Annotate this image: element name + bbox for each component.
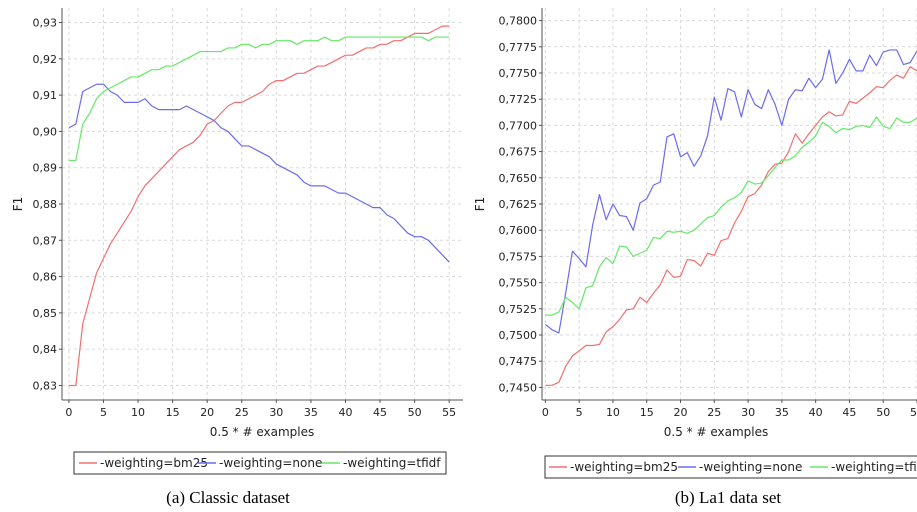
x-tick-label: 50 bbox=[876, 406, 890, 419]
x-tick-label: 35 bbox=[304, 406, 318, 419]
y-tick-label: 0,7725 bbox=[499, 93, 538, 106]
y-tick-label: 0,88 bbox=[33, 198, 58, 211]
y-tick-label: 0,84 bbox=[33, 343, 58, 356]
legend-label: -weighting=none bbox=[219, 456, 322, 470]
x-tick-label: 55 bbox=[910, 406, 917, 419]
y-tick-label: 0,7550 bbox=[499, 277, 538, 290]
series-line-weighting-tfidf bbox=[68, 36, 450, 162]
x-tick-label: 25 bbox=[235, 406, 249, 419]
y-tick-label: 0,7475 bbox=[499, 355, 538, 368]
x-axis-label: 0.5 * # examples bbox=[664, 425, 768, 439]
y-tick-label: 0,90 bbox=[33, 125, 58, 138]
y-tick-label: 0,7450 bbox=[499, 381, 538, 394]
legend-label: -weighting=tfidf bbox=[343, 456, 441, 470]
legend-label: -weighting=bm25 bbox=[570, 460, 678, 474]
x-tick-label: 30 bbox=[741, 406, 755, 419]
y-tick-label: 0,7800 bbox=[499, 15, 538, 28]
y-tick-label: 0,7525 bbox=[499, 303, 538, 316]
y-axis-label: F1 bbox=[473, 197, 487, 212]
x-tick-label: 10 bbox=[606, 406, 620, 419]
y-tick-label: 0,7775 bbox=[499, 41, 538, 54]
y-tick-label: 0,91 bbox=[33, 89, 58, 102]
y-tick-label: 0,7500 bbox=[499, 329, 538, 342]
legend-box bbox=[544, 455, 917, 479]
series-line-weighting-none bbox=[545, 49, 917, 334]
x-tick-label: 0 bbox=[65, 406, 72, 419]
y-tick-label: 0,89 bbox=[33, 162, 58, 175]
legend: -weighting=bm25 -weighting=none -weighting… bbox=[544, 455, 917, 479]
x-tick-label: 40 bbox=[338, 406, 352, 419]
legend-label: -weighting=bm25 bbox=[100, 456, 208, 470]
chart-panel-classic: 0,83 0,84 0,85 0,86 0,87 0,88 0,89 0,90 0,91 0,92… bbox=[11, 8, 463, 507]
y-tick-label: 0,7700 bbox=[499, 119, 538, 132]
y-tick-label: 0,83 bbox=[33, 379, 58, 392]
x-tick-label: 45 bbox=[373, 406, 387, 419]
y-tick-label: 0,87 bbox=[33, 234, 58, 247]
x-axis-label: 0.5 * # examples bbox=[210, 425, 314, 439]
y-tick-label: 0,92 bbox=[33, 53, 58, 66]
x-tick-label: 20 bbox=[674, 406, 688, 419]
x-tick-label: 20 bbox=[200, 406, 214, 419]
x-tick-label: 15 bbox=[166, 406, 180, 419]
y-tick-label: 0,7675 bbox=[499, 146, 538, 159]
y-tick-label: 0,7625 bbox=[499, 198, 538, 211]
x-tick-label: 45 bbox=[842, 406, 856, 419]
x-tick-label: 40 bbox=[809, 406, 823, 419]
y-tick-label: 0,7575 bbox=[499, 250, 538, 263]
y-tick-label: 0,7750 bbox=[499, 67, 538, 80]
x-tick-label: 25 bbox=[707, 406, 721, 419]
y-tick-label: 0,7600 bbox=[499, 224, 538, 237]
x-tick-label: 10 bbox=[131, 406, 145, 419]
x-tick-label: 35 bbox=[775, 406, 789, 419]
y-axis-label: F1 bbox=[11, 197, 25, 212]
y-tick-label: 0,85 bbox=[33, 307, 58, 320]
series-line-weighting-bm25 bbox=[545, 66, 917, 386]
series-line-weighting-tfidf bbox=[545, 116, 917, 316]
legend-label: -weighting=tfidf bbox=[831, 460, 917, 474]
legend-label: -weighting=none bbox=[699, 460, 802, 474]
legend-box bbox=[73, 451, 447, 475]
y-tick-label: 0,93 bbox=[33, 17, 58, 30]
x-tick-label: 15 bbox=[640, 406, 654, 419]
x-tick-label: 55 bbox=[442, 406, 456, 419]
x-tick-label: 5 bbox=[100, 406, 107, 419]
series-line-weighting-none bbox=[68, 83, 450, 263]
x-tick-label: 30 bbox=[269, 406, 283, 419]
series-line-weighting-bm25 bbox=[68, 25, 450, 387]
figure-caption: (a) Classic dataset bbox=[166, 488, 290, 507]
chart-panel-la1: 0,7450 0,7475 0,7500 0,7525 0,7550 0,7575 0,76… bbox=[473, 8, 917, 507]
y-tick-label: 0,86 bbox=[33, 271, 58, 284]
y-tick-label: 0,7650 bbox=[499, 172, 538, 185]
x-tick-label: 0 bbox=[542, 406, 549, 419]
x-tick-label: 5 bbox=[576, 406, 583, 419]
legend: -weighting=bm25 -weighting=none -weighting… bbox=[73, 451, 447, 475]
figure-caption: (b) La1 data set bbox=[675, 488, 781, 507]
x-tick-label: 50 bbox=[408, 406, 422, 419]
